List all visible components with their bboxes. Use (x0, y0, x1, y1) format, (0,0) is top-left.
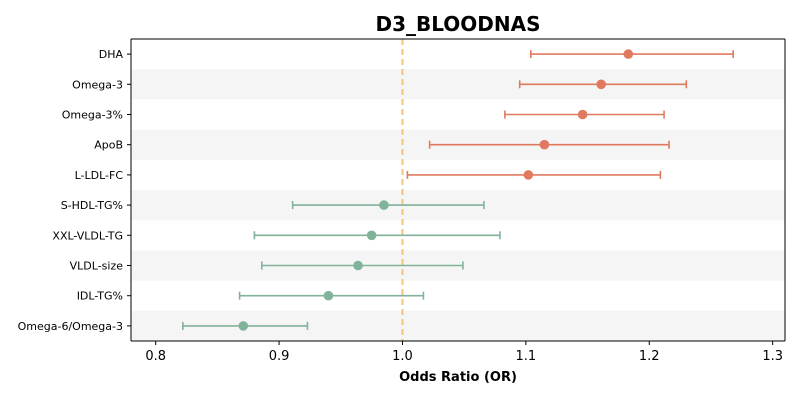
estimate-row (182, 321, 309, 331)
estimate-row (260, 260, 464, 271)
point-estimate (523, 170, 534, 180)
point-estimate (379, 200, 389, 210)
chart-title: D3_BLOODNAS (375, 12, 540, 36)
estimate-row (291, 200, 485, 210)
y-tick-label: DHA (99, 48, 124, 61)
estimate-row (428, 139, 670, 150)
axes: 0.8 0.9 1.0 1.1 1.2 1.3 DHA Omega-3 Omega-3% ApoB… (18, 38, 786, 364)
y-tick-label: Omega-6/Omega-3 (18, 320, 123, 333)
x-tick-label: 0.8 (145, 349, 166, 364)
x-tick-label: 1.3 (762, 349, 783, 364)
point-estimate (323, 290, 334, 301)
x-axis-label: Odds Ratio (OR) (399, 370, 517, 385)
y-tick-label: XXL-VLDL-TG (52, 229, 123, 242)
estimate-row (518, 79, 688, 90)
estimate-row (530, 49, 734, 59)
y-tick-label: IDL-TG% (77, 290, 123, 303)
estimate-row (253, 230, 501, 241)
estimate-row (504, 109, 665, 120)
point-estimate (539, 139, 550, 150)
data-marks (182, 49, 734, 331)
x-tick-label: 1.2 (639, 349, 660, 364)
y-tick-label: Omega-3 (72, 78, 123, 91)
y-tick-label: ApoB (94, 139, 123, 152)
estimate-row (238, 290, 425, 301)
point-estimate (366, 230, 377, 241)
y-tick-label: S-HDL-TG% (61, 199, 123, 212)
y-tick-label: Omega-3% (62, 109, 123, 122)
point-estimate (353, 260, 363, 271)
estimate-row (406, 170, 662, 180)
x-tick-label: 1.1 (516, 349, 537, 364)
point-estimate (577, 109, 588, 120)
point-estimate (596, 79, 606, 90)
point-estimate (238, 321, 249, 331)
point-estimate (623, 49, 634, 59)
x-tick-label: 1.0 (392, 349, 413, 364)
y-tick-label: VLDL-size (70, 260, 124, 273)
y-tick-label: L-LDL-FC (75, 169, 124, 182)
x-tick-label: 0.9 (269, 349, 290, 364)
